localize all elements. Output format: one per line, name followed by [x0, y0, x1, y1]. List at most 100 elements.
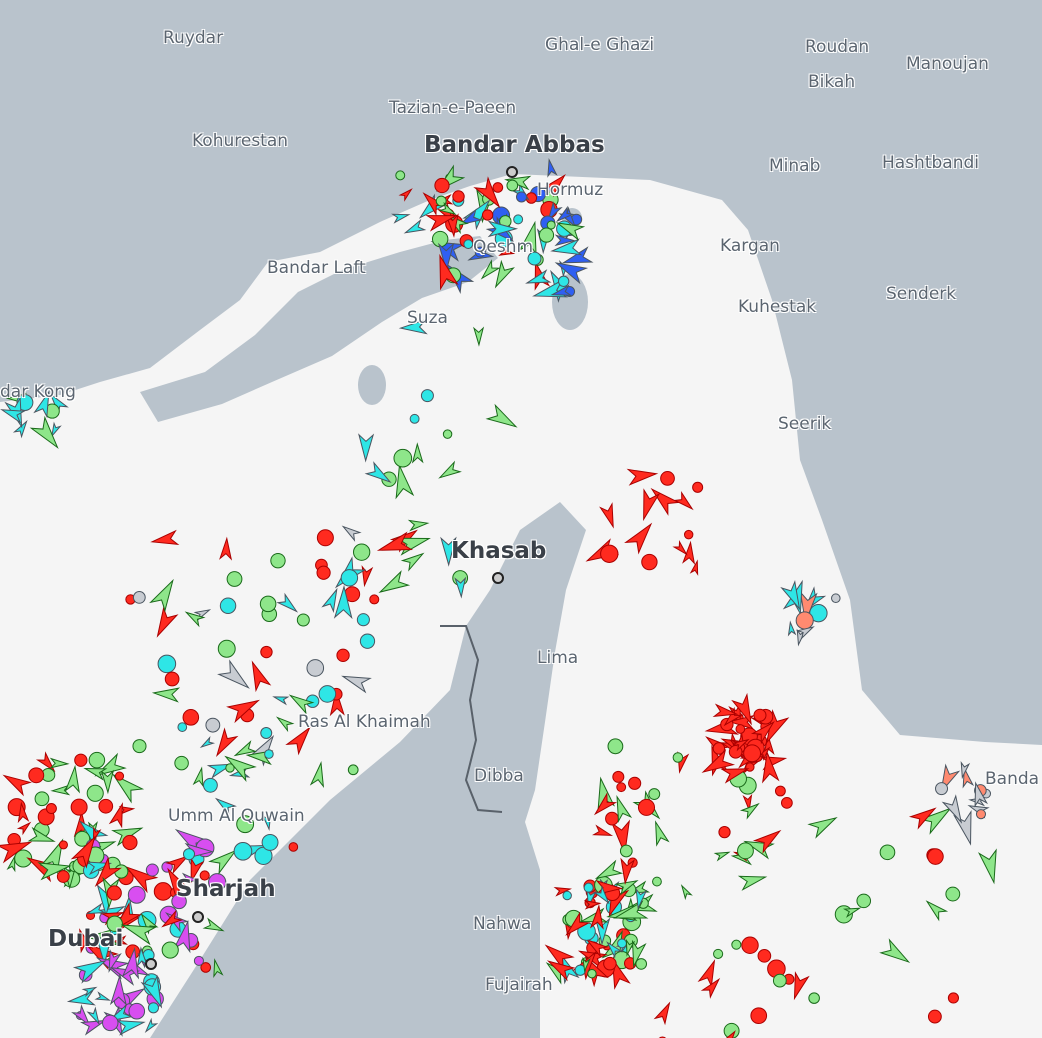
vessel-underway-icon[interactable] — [208, 845, 240, 875]
vessel-anchored-icon[interactable] — [102, 1014, 119, 1032]
vessel-underway-icon[interactable] — [121, 860, 159, 894]
vessel-anchored-icon[interactable] — [58, 840, 68, 850]
vessel-anchored-icon[interactable] — [261, 833, 279, 851]
vessel-anchored-icon[interactable] — [587, 968, 597, 979]
vessel-anchored-icon[interactable] — [660, 471, 675, 486]
vessel-underway-icon[interactable] — [750, 718, 778, 745]
vessel-underway-icon[interactable] — [581, 957, 591, 973]
vessel-underway-icon[interactable] — [699, 748, 736, 779]
vessel-anchored-icon[interactable] — [147, 1002, 159, 1014]
vessel-underway-icon[interactable] — [0, 404, 26, 424]
vessel-anchored-icon[interactable] — [831, 593, 841, 604]
vessel-underway-icon[interactable] — [478, 259, 501, 282]
vessel-anchored-icon[interactable] — [233, 841, 253, 861]
vessel-anchored-icon[interactable] — [153, 882, 173, 901]
vessel-anchored-icon[interactable] — [316, 529, 334, 547]
vessel-anchored-icon[interactable] — [434, 177, 450, 194]
vessel-anchored-icon[interactable] — [947, 992, 959, 1004]
vessel-anchored-icon[interactable] — [617, 938, 627, 949]
vessel-anchored-icon[interactable] — [735, 724, 746, 734]
vessel-anchored-icon[interactable] — [270, 552, 286, 569]
vessel-anchored-icon[interactable] — [70, 798, 88, 816]
vessel-underway-icon[interactable] — [541, 939, 575, 971]
vessel-underway-icon[interactable] — [555, 217, 586, 241]
vessel-underway-icon[interactable] — [50, 784, 71, 796]
vessel-underway-icon[interactable] — [151, 606, 179, 639]
vessel-anchored-icon[interactable] — [879, 844, 896, 861]
vessel-underway-icon[interactable] — [85, 902, 106, 918]
vessel-anchored-icon[interactable] — [157, 654, 177, 674]
vessel-anchored-icon[interactable] — [182, 709, 200, 726]
vessel-underway-icon[interactable] — [245, 659, 272, 693]
vessel-underway-icon[interactable] — [518, 220, 543, 256]
vessel-anchored-icon[interactable] — [600, 544, 619, 563]
vessel-anchored-icon[interactable] — [128, 1002, 146, 1020]
vessel-underway-icon[interactable] — [340, 670, 372, 694]
vessel-underway-icon[interactable] — [12, 419, 31, 439]
vessel-underway-icon[interactable] — [562, 911, 591, 939]
vessel-underway-icon[interactable] — [959, 766, 975, 789]
vessel-underway-icon[interactable] — [440, 536, 457, 567]
vessel-underway-icon[interactable] — [90, 826, 102, 843]
vessel-underway-icon[interactable] — [473, 176, 506, 212]
vessel-underway-icon[interactable] — [376, 570, 411, 599]
vessel-underway-icon[interactable] — [391, 463, 415, 500]
vessel-anchored-icon[interactable] — [927, 848, 944, 865]
vessel-underway-icon[interactable] — [544, 201, 563, 222]
vessel-anchored-icon[interactable] — [945, 886, 961, 902]
vessel-underway-icon[interactable] — [498, 246, 516, 257]
vessel-underway-icon[interactable] — [958, 760, 971, 780]
vessel-underway-icon[interactable] — [202, 917, 225, 935]
vessel-underway-icon[interactable] — [550, 238, 583, 258]
vessel-anchored-icon[interactable] — [648, 788, 661, 801]
vessel-anchored-icon[interactable] — [683, 529, 694, 540]
vessel-anchored-icon[interactable] — [177, 722, 188, 732]
vessel-underway-icon[interactable] — [611, 794, 633, 823]
vessel-underway-icon[interactable] — [599, 502, 619, 529]
vessel-anchored-icon[interactable] — [935, 782, 949, 796]
vessel-anchored-icon[interactable] — [731, 939, 742, 950]
vessel-underway-icon[interactable] — [226, 693, 262, 724]
vessel-anchored-icon[interactable] — [605, 811, 619, 826]
vessel-underway-icon[interactable] — [697, 958, 721, 988]
vessel-underway-icon[interactable] — [161, 865, 192, 901]
vessel-underway-icon[interactable] — [321, 587, 342, 613]
vessel-underway-icon[interactable] — [554, 234, 576, 247]
vessel-anchored-icon[interactable] — [296, 613, 310, 627]
vessel-underway-icon[interactable] — [454, 576, 467, 599]
vessel-underway-icon[interactable] — [185, 857, 205, 884]
vessel-underway-icon[interactable] — [737, 870, 768, 891]
vessel-anchored-icon[interactable] — [808, 992, 820, 1004]
vessel-underway-icon[interactable] — [115, 1015, 146, 1036]
vessel-underway-icon[interactable] — [583, 900, 602, 910]
vessel-underway-icon[interactable] — [272, 693, 290, 706]
vessel-underway-icon[interactable] — [626, 466, 659, 486]
vessel-underway-icon[interactable] — [787, 620, 797, 637]
vessel-anchored-icon[interactable] — [538, 227, 555, 243]
vessel-underway-icon[interactable] — [0, 834, 34, 864]
vessel-underway-icon[interactable] — [923, 897, 949, 922]
vessel-underway-icon[interactable] — [411, 442, 424, 464]
vessel-underway-icon[interactable] — [720, 762, 750, 784]
vessel-underway-icon[interactable] — [172, 919, 195, 954]
vessel-anchored-icon[interactable] — [260, 726, 273, 739]
vessel-underway-icon[interactable] — [217, 659, 254, 694]
vessel-underway-icon[interactable] — [407, 518, 430, 532]
vessel-anchored-icon[interactable] — [474, 246, 486, 258]
vessel-anchored-icon[interactable] — [772, 973, 787, 988]
vessel-underway-icon[interactable] — [545, 157, 558, 178]
vessel-anchored-icon[interactable] — [56, 870, 70, 883]
vessel-anchored-icon[interactable] — [774, 785, 786, 797]
vessel-underway-icon[interactable] — [589, 904, 605, 930]
vessel-underway-icon[interactable] — [83, 763, 108, 781]
vessel-anchored-icon[interactable] — [145, 863, 159, 877]
vessel-underway-icon[interactable] — [672, 540, 689, 557]
vessel-anchored-icon[interactable] — [260, 645, 273, 659]
vessel-underway-icon[interactable] — [555, 205, 575, 224]
vessel-underway-icon[interactable] — [650, 820, 670, 847]
vessel-underway-icon[interactable] — [842, 905, 862, 918]
vessel-underway-icon[interactable] — [90, 856, 123, 890]
vessel-underway-icon[interactable] — [977, 848, 1002, 885]
vessel-anchored-icon[interactable] — [127, 885, 146, 904]
vessel-underway-icon[interactable] — [37, 858, 72, 881]
